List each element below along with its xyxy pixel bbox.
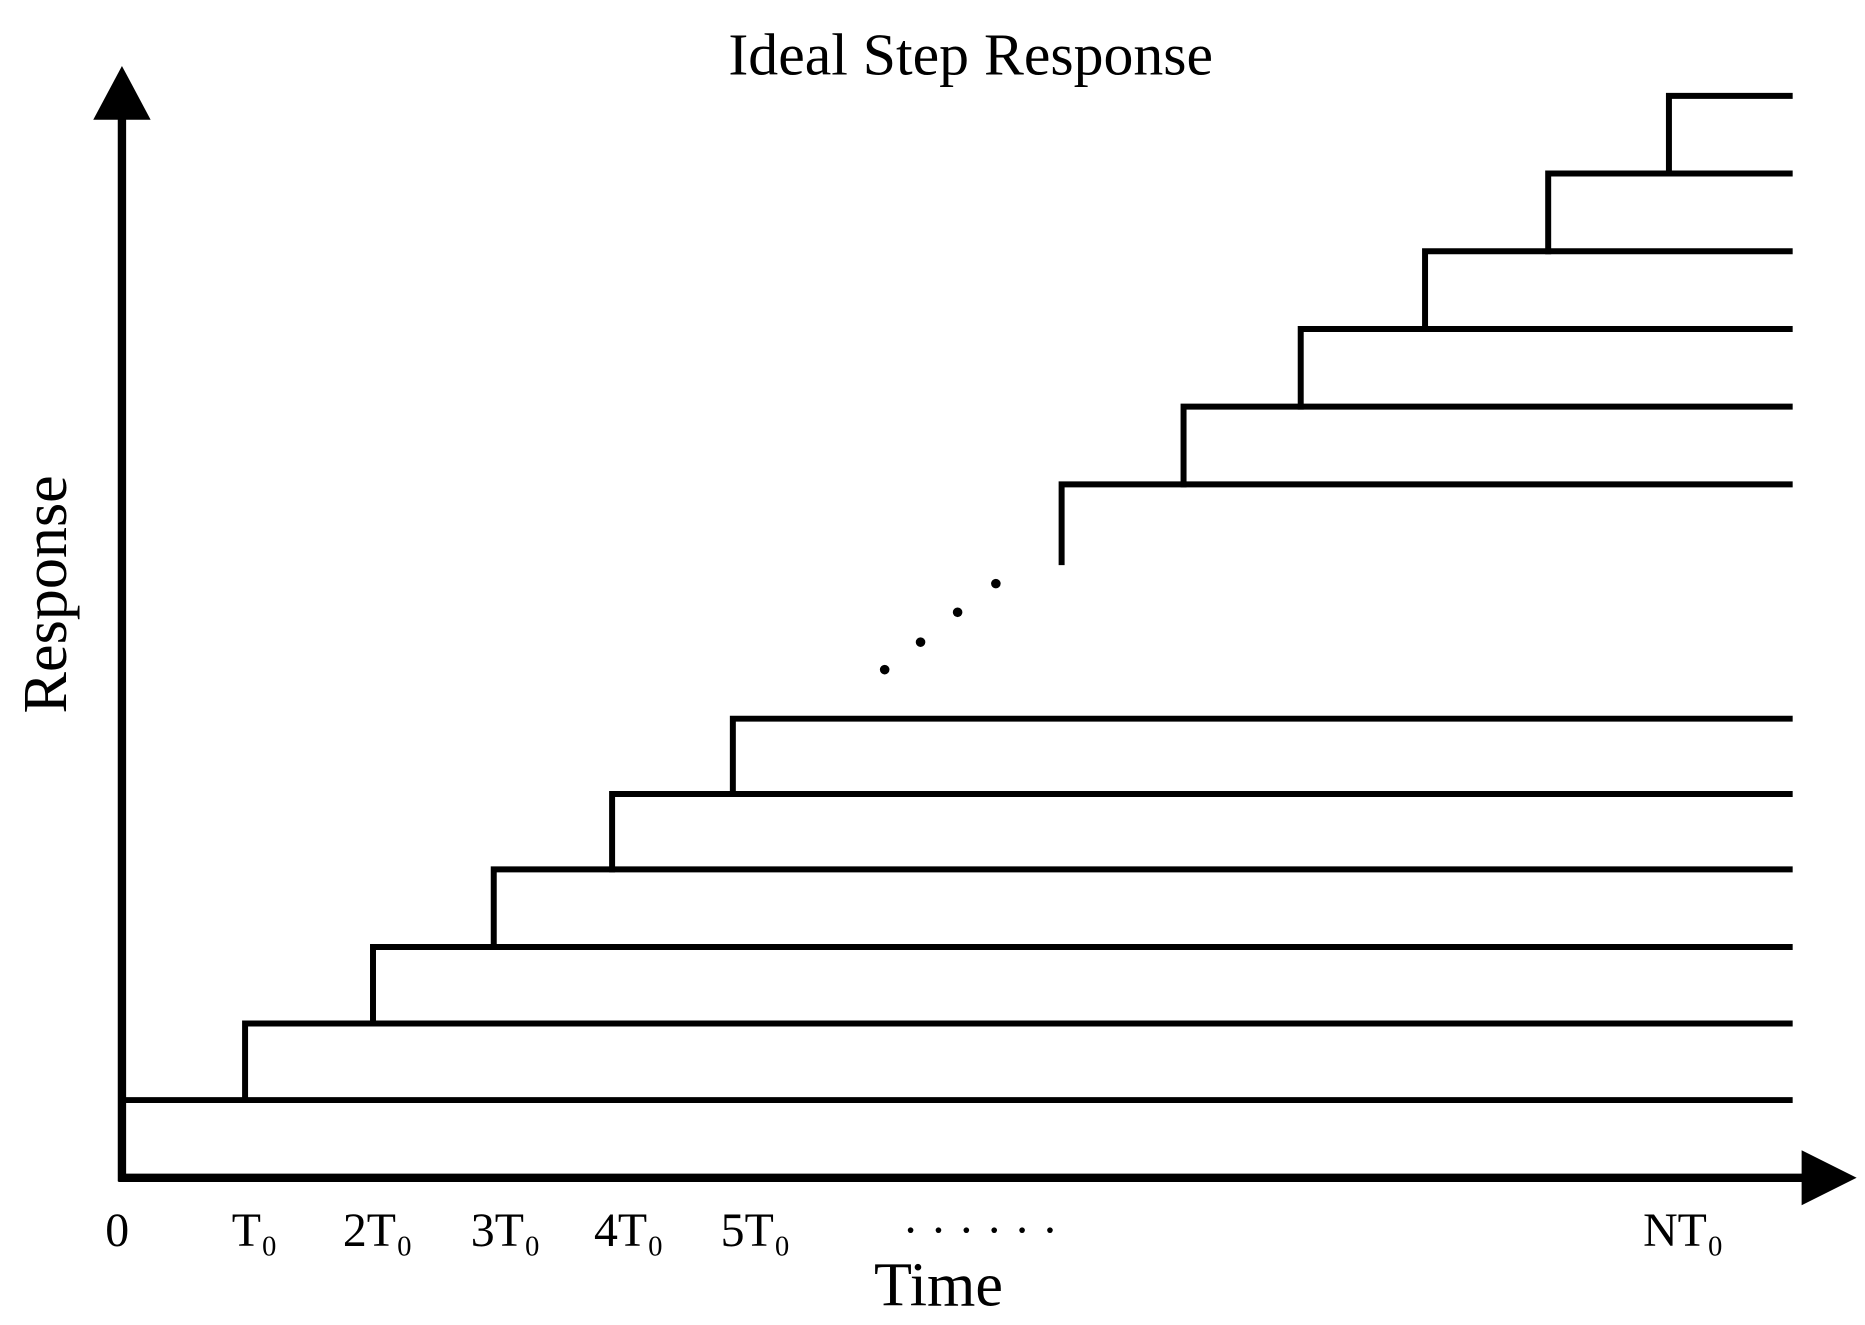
y-axis-arrow (93, 65, 151, 120)
x-tick-label: 4T₀ (594, 1204, 664, 1257)
x-tick-label: · · · · · · (903, 1204, 1058, 1257)
x-tick-label: 0 (105, 1204, 129, 1257)
x-axis-arrow (1801, 1150, 1857, 1206)
step (370, 944, 1793, 1027)
x-tick-label: 5T₀ (721, 1204, 791, 1257)
step (609, 791, 1793, 873)
x-tick-label: T₀ (232, 1204, 278, 1257)
dot (952, 607, 963, 618)
step (1665, 92, 1793, 177)
dot (991, 578, 1001, 589)
step (242, 1020, 1793, 1104)
step (729, 715, 1793, 797)
step (1297, 325, 1793, 410)
ellipsis-dots (879, 578, 1001, 675)
x-tick-labels: 0 T₀ 2T₀ 3T₀ 4T₀ 5T₀ · · · · · · NT₀ (105, 1204, 1723, 1257)
dot (879, 664, 890, 675)
x-axis-label: Time (874, 1252, 1003, 1320)
step (1545, 170, 1793, 255)
y-axis-label: Response (12, 475, 80, 713)
step (1422, 248, 1793, 332)
step (1180, 403, 1793, 488)
x-tick-label: 2T₀ (343, 1204, 413, 1257)
step-lines (118, 92, 1793, 1104)
x-tick-label: 3T₀ (471, 1204, 541, 1257)
step (490, 866, 1793, 951)
title: Ideal Step Response (728, 21, 1213, 87)
x-tick-label: NT₀ (1643, 1204, 1723, 1257)
dot (915, 637, 926, 647)
step (1058, 481, 1793, 566)
